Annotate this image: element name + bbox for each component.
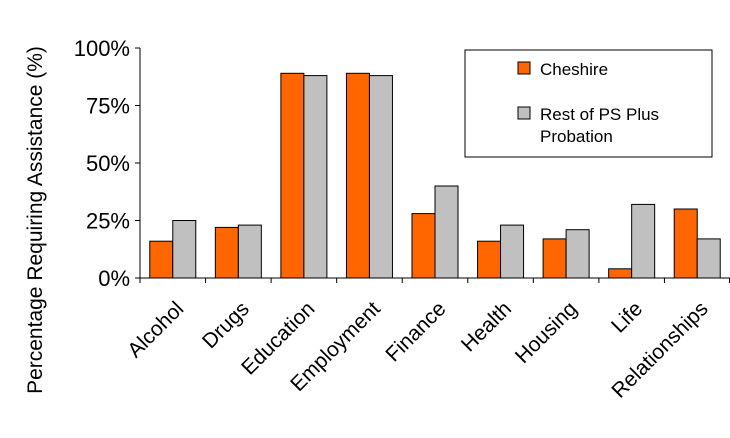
x-tick-label: Finance [381,297,450,366]
legend-label-rest: Rest of PS Plus Probation [540,105,664,146]
bar-cheshire-health [477,240,502,279]
y-tick-label: 25% [86,209,130,234]
bar-cheshire-education [280,72,305,279]
bar-cheshire-life [608,268,633,279]
bar-rest-drugs [237,224,262,279]
bar-cheshire-relationships [673,208,698,279]
bar-rest-finance [434,185,459,279]
bar-rest-housing [565,229,590,279]
x-tick-label: Drugs [198,297,254,353]
legend-swatch-rest [517,106,531,120]
bar-rest-health [500,224,525,279]
bar-rest-alcohol [172,220,197,279]
legend: Cheshire Rest of PS Plus Probation [464,49,713,158]
y-tick-label: 0% [98,266,130,291]
y-axis-label: Percentage Requiring Assistance (%) [24,46,47,394]
bar-rest-education [303,75,328,279]
x-tick-label: Housing [511,297,582,368]
bar-cheshire-finance [411,213,436,279]
bar-cheshire-alcohol [149,240,174,279]
bar-cheshire-employment [345,72,370,279]
legend-label-cheshire: Cheshire [540,60,608,79]
legend-swatch-cheshire [517,61,531,75]
bar-rest-employment [368,75,393,279]
bar-rest-life [631,203,656,279]
x-tick-label: Life [607,297,647,337]
bar-rest-relationships [696,238,721,279]
bar-cheshire-housing [542,238,567,279]
y-tick-label: 50% [86,151,130,176]
y-tick-label: 75% [86,94,130,119]
legend-box [464,49,713,158]
x-tick-label: Alcohol [123,297,188,362]
bar-cheshire-drugs [214,226,239,279]
x-tick-label: Health [457,297,516,356]
y-tick-label: 100% [74,36,130,61]
